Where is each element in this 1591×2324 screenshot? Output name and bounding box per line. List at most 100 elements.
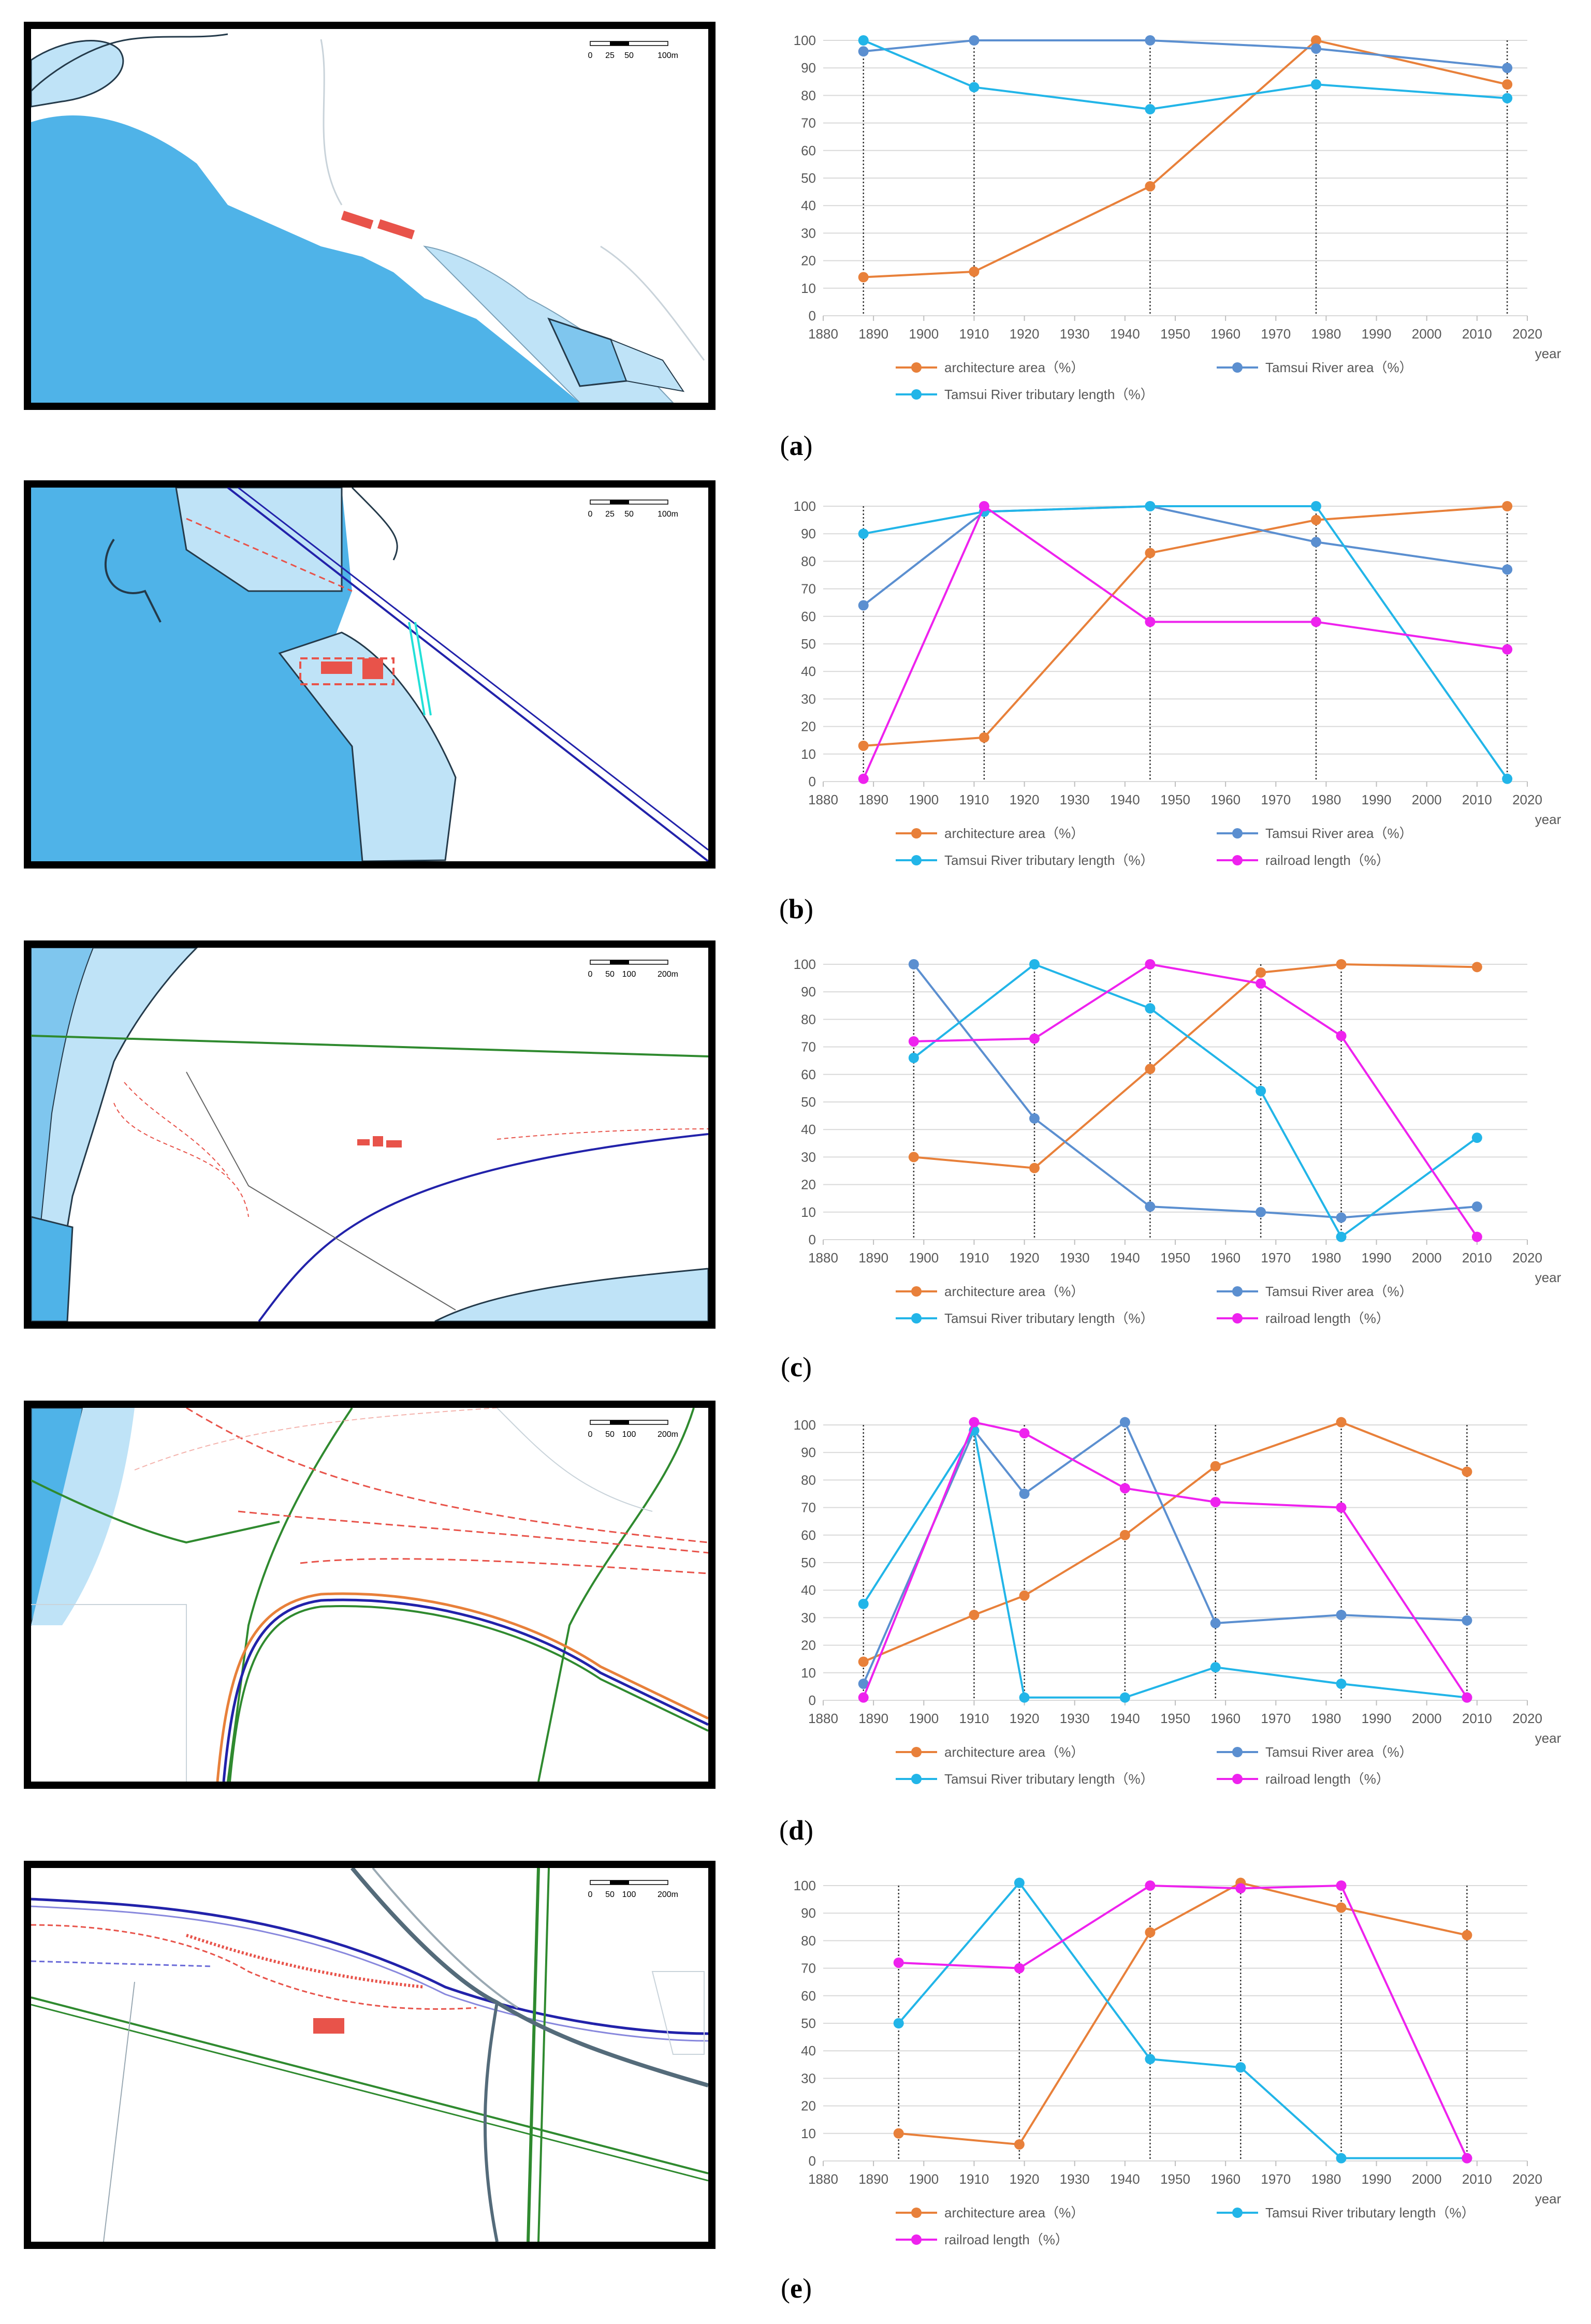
x-tick-label: 1990 [1362, 1250, 1392, 1266]
data-point-railroad [858, 773, 869, 784]
data-point-tributary [1145, 2054, 1156, 2065]
data-point-railroad [1210, 1496, 1221, 1507]
y-tick-label: 90 [801, 1445, 816, 1460]
data-point-railroad [1019, 1428, 1030, 1438]
x-tick-label: 1960 [1210, 1250, 1240, 1266]
x-tick-label: 1890 [858, 326, 888, 342]
y-tick-label: 80 [801, 553, 816, 569]
data-point-tributary [1019, 1692, 1030, 1703]
svg-text:100: 100 [622, 1430, 636, 1439]
x-tick-label: 2000 [1412, 792, 1442, 807]
data-point-tributary [1336, 2153, 1347, 2164]
x-tick-label: 1900 [909, 2171, 939, 2187]
data-point-river_area [858, 600, 869, 611]
data-point-tributary [858, 528, 869, 539]
data-point-railroad [1119, 1483, 1130, 1494]
y-tick-label: 90 [801, 526, 816, 541]
x-tick-label: 1920 [1010, 1711, 1040, 1726]
svg-text:50: 50 [624, 510, 634, 519]
y-tick-label: 70 [801, 581, 816, 597]
legend-swatch-marker [1232, 2208, 1243, 2218]
x-tick-label: 1880 [808, 2171, 838, 2187]
data-point-railroad [1029, 1033, 1040, 1044]
y-tick-label: 10 [801, 746, 816, 762]
x-tick-label: 1910 [959, 326, 989, 342]
x-tick-label: 1960 [1210, 792, 1240, 807]
x-tick-label: 1970 [1261, 2171, 1291, 2187]
y-tick-label: 50 [801, 636, 816, 652]
data-point-railroad [979, 501, 989, 511]
x-tick-label: 1970 [1261, 1250, 1291, 1266]
y-tick-label: 70 [801, 1961, 816, 1976]
map-panel-b: 0 25 50 100m [24, 480, 716, 869]
y-tick-label: 90 [801, 1905, 816, 1921]
data-point-tributary [1145, 1003, 1156, 1014]
data-point-river_area [908, 959, 919, 969]
x-tick-label: 1910 [959, 2171, 989, 2187]
x-tick-label: 1980 [1311, 326, 1341, 342]
x-tick-label: 1910 [959, 1711, 989, 1726]
chart-e: 0 10 20 30 40 50 60 70 80 90 100 1880 1890 1900 1910 19… [794, 1877, 1561, 2247]
legend-label: Tamsui River area（%） [1265, 1284, 1413, 1299]
data-point-tributary [1311, 79, 1321, 90]
y-tick-label: 90 [801, 984, 816, 999]
data-point-railroad [1471, 1231, 1482, 1242]
data-point-tributary [1336, 1231, 1347, 1242]
y-tick-label: 30 [801, 2070, 816, 2086]
legend-swatch-marker [911, 389, 922, 400]
x-tick-label: 1960 [1210, 326, 1240, 342]
x-tick-label: 1940 [1110, 792, 1140, 807]
data-point-architecture [1145, 548, 1156, 558]
legend-label: Tamsui River tributary length（%） [944, 387, 1154, 402]
x-axis-label: year [1535, 812, 1561, 827]
y-tick-label: 50 [801, 1094, 816, 1110]
y-tick-label: 20 [801, 1638, 816, 1653]
x-axis-label: year [1535, 346, 1561, 361]
data-point-river_area [969, 35, 980, 46]
svg-text:100m: 100m [658, 510, 678, 519]
x-tick-label: 2020 [1512, 326, 1542, 342]
svg-text:50: 50 [605, 1890, 615, 1899]
y-tick-label: 30 [801, 1610, 816, 1625]
series-line-railroad [913, 963, 1478, 1238]
y-tick-label: 0 [809, 2153, 816, 2169]
y-tick-label: 40 [801, 664, 816, 679]
y-tick-label: 20 [801, 1177, 816, 1193]
series-line-tributary [898, 1881, 1467, 2159]
legend-swatch-marker [911, 1286, 922, 1297]
y-tick-label: 100 [794, 1417, 816, 1433]
legend-swatch-marker [1232, 828, 1243, 839]
data-point-tributary [1029, 959, 1040, 969]
data-point-railroad [1145, 959, 1156, 969]
svg-text:0: 0 [588, 510, 593, 519]
data-point-railroad [1256, 978, 1266, 989]
x-axis-label: year [1535, 2191, 1561, 2207]
svg-text:100m: 100m [658, 51, 678, 60]
y-tick-label: 90 [801, 60, 816, 76]
svg-text:50: 50 [624, 51, 634, 60]
x-tick-label: 2010 [1462, 792, 1492, 807]
legend-label: Tamsui River tributary length（%） [1265, 2205, 1475, 2220]
legend-swatch-marker [1232, 362, 1243, 373]
y-tick-label: 50 [801, 1555, 816, 1570]
series-line-railroad [898, 1884, 1468, 2159]
series-line-architecture [898, 1881, 1467, 2146]
data-point-river_area [1019, 1489, 1030, 1499]
legend-swatch-marker [911, 1774, 922, 1784]
svg-text:50: 50 [605, 970, 615, 979]
x-tick-label: 1920 [1010, 792, 1040, 807]
x-tick-label: 1920 [1010, 1250, 1040, 1266]
svg-text:0: 0 [588, 1890, 593, 1899]
map-panel-e: 0 50 100 200m [24, 1861, 716, 2249]
data-point-river_area [1471, 1201, 1482, 1212]
y-tick-label: 10 [801, 281, 816, 296]
x-tick-label: 1890 [858, 2171, 888, 2187]
data-point-architecture [1019, 1590, 1030, 1601]
legend-swatch-marker [911, 2208, 922, 2218]
x-tick-label: 2020 [1512, 792, 1542, 807]
data-point-architecture [1145, 181, 1156, 192]
data-point-railroad [1145, 1880, 1156, 1891]
x-tick-label: 1990 [1362, 2171, 1392, 2187]
data-point-architecture [969, 266, 980, 277]
y-tick-label: 40 [801, 2043, 816, 2058]
